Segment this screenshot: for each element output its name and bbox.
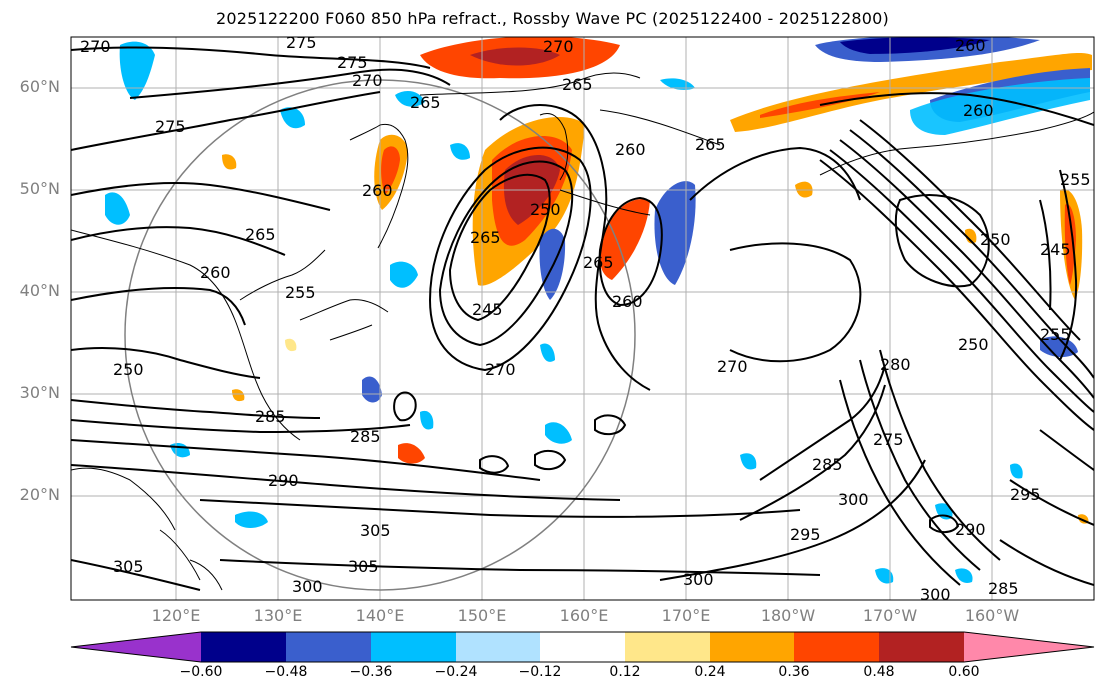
map-area: 270 275 275 270 270 265 265 260 275 260 … [71,33,1094,604]
lat-label: 50°N [19,179,60,198]
colorbar-tick-label: 0.12 [609,664,641,680]
contour-label: 275 [873,430,904,449]
contour-label: 250 [980,230,1011,249]
lon-label: 160°E [559,606,609,625]
lon-label: 180°W [760,606,816,625]
colorbar-tick-label: −0.48 [264,664,308,680]
contour-label: 270 [543,37,574,56]
contour-label: 305 [360,521,391,540]
colorbar-tick-label: 0.60 [948,664,980,680]
contour-label: 270 [485,360,516,379]
contour-label: 250 [530,200,561,219]
contour-label: 260 [955,36,986,55]
refractivity-contours [71,46,1094,591]
contour-label: 260 [362,181,393,200]
contour-label: 265 [695,135,726,154]
contour-label: 245 [472,300,503,319]
contour-label: 275 [155,117,186,136]
contour-label: 300 [683,570,714,589]
contour-label: 300 [920,585,951,604]
colorbar-segment [710,632,794,662]
map-frame [70,36,1095,601]
colorbar-tick-label: −0.12 [518,664,562,680]
contour-label: 255 [1040,325,1071,344]
contour-label: 270 [352,71,383,90]
lat-label: 40°N [19,281,60,300]
colorbar-segment [625,632,710,662]
lon-label: 160°W [964,606,1020,625]
contour-label: 250 [958,335,989,354]
colorbar-tick-label: 0.48 [863,664,895,680]
colorbar-tick-label: 0.24 [694,664,726,680]
contour-label: 300 [292,577,323,596]
contour-label: 285 [255,407,286,426]
lat-label: 60°N [19,77,60,96]
contour-label: 260 [615,140,646,159]
contour-label: 305 [348,557,379,576]
colorbar [70,631,1095,663]
contour-label: 265 [410,93,441,112]
colorbar-tick-label: −0.60 [179,664,223,680]
colorbar-tick-label: −0.36 [349,664,393,680]
colorbar-segment [879,632,964,662]
lat-label: 20°N [19,485,60,504]
contour-label: 275 [286,33,317,52]
colorbar-segment [201,632,286,662]
contour-label: 270 [717,357,748,376]
lon-label: 170°W [862,606,918,625]
contour-label: 250 [113,360,144,379]
contour-label: 260 [200,263,231,282]
contour-label: 275 [337,53,368,72]
contour-label: 285 [988,579,1019,598]
contour-label: 265 [562,75,593,94]
colorbar-segment [286,632,371,662]
contour-label: 290 [955,520,986,539]
map-title: 2025122200 F060 850 hPa refract., Rossby… [215,9,889,28]
lon-label: 120°E [151,606,201,625]
lon-label: 170°E [661,606,711,625]
colorbar-segment [540,632,625,662]
lon-label: 150°E [457,606,507,625]
lon-label: 130°E [253,606,303,625]
contour-label: 270 [80,37,111,56]
contour-label: 245 [1040,240,1071,259]
colorbar-segment [794,632,879,662]
contour-label: 265 [470,228,501,247]
contour-label: 280 [880,355,911,374]
colorbar-tick-label: 0.36 [778,664,810,680]
coastlines [71,72,1094,591]
contour-label: 285 [350,427,381,446]
contour-label: 295 [1010,485,1041,504]
lon-label: 140°E [355,606,405,625]
contour-label: 260 [963,101,994,120]
contour-labels: 270 275 275 270 270 265 265 260 275 260 … [80,33,1091,604]
colorbar-segment [371,632,456,662]
contour-label: 255 [1060,170,1091,189]
contour-label: 285 [812,455,843,474]
colorbar-extend-max [964,632,1094,662]
contour-label: 295 [790,525,821,544]
contour-label: 260 [612,292,643,311]
colorbar-tick-label: −0.24 [434,664,478,680]
negative-anomaly-shading [105,37,1090,584]
contour-label: 265 [583,253,614,272]
lat-label: 30°N [19,383,60,402]
colorbar-extend-min [71,632,201,662]
contour-label: 300 [838,490,869,509]
colorbar-segment [456,632,540,662]
contour-label: 290 [268,471,299,490]
contour-label: 265 [245,225,276,244]
contour-label: 255 [285,283,316,302]
great-circle-ring [124,79,636,591]
contour-label: 305 [113,557,144,576]
